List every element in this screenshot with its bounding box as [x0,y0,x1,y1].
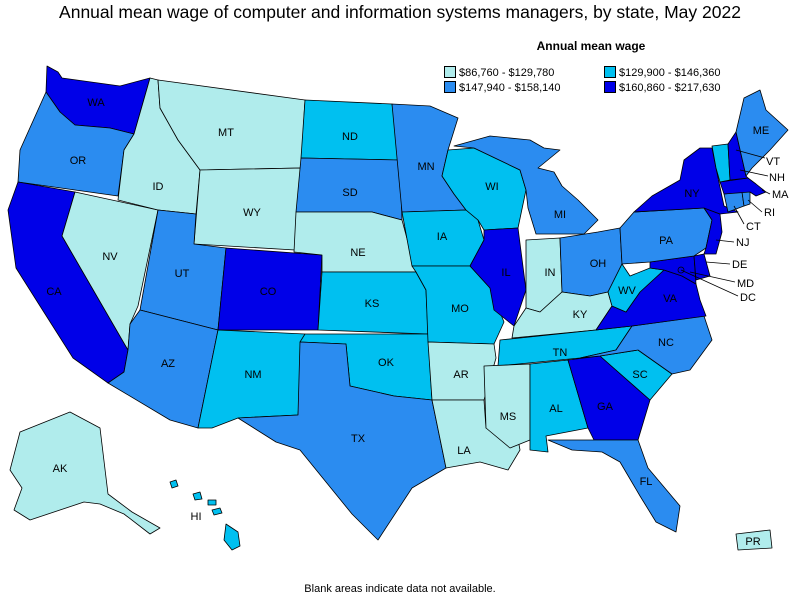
map-title: Annual mean wage of computer and informa… [59,2,741,22]
state-FL[interactable] [547,439,681,533]
leader-line [689,271,736,283]
legend-label: $129,900 - $146,360 [619,67,721,79]
label-AK: AK [53,463,68,475]
leader-line [739,169,769,177]
state-MA[interactable] [719,177,767,197]
legend-swatch [444,66,456,78]
label-UT: UT [175,268,190,280]
label-ID: ID [153,181,164,193]
leader-line [715,239,735,243]
legend-swatch [604,66,616,78]
state-CT[interactable] [723,191,745,213]
state-HI[interactable] [169,479,241,551]
legend-label: $147,940 - $158,140 [459,82,561,94]
label-NJ: NJ [736,237,749,249]
label-PA: PA [659,235,674,247]
label-IA: IA [437,231,448,243]
state-NJ[interactable] [703,207,723,255]
label-CO: CO [260,286,277,298]
state-ME[interactable] [735,89,789,177]
label-DC: DC [740,292,756,304]
label-ME: ME [753,125,770,137]
label-NM: NM [244,369,261,381]
state-MI[interactable] [453,135,599,235]
label-WA: WA [87,97,105,109]
label-HI: HI [191,511,202,523]
label-OH: OH [590,258,607,270]
label-AL: AL [549,403,562,415]
label-DE: DE [732,259,747,271]
leader-line [735,149,766,159]
legend-item: $129,900 - $146,360 [604,66,721,80]
footnote: Blank areas indicate data not available. [304,583,496,595]
legend-title: Annual mean wage [536,39,646,53]
label-OR: OR [70,155,87,167]
label-SD: SD [342,187,357,199]
label-WI: WI [485,181,498,193]
legend-item: $160,860 - $217,630 [604,81,721,95]
label-MO: MO [451,303,469,315]
label-NY: NY [684,188,700,200]
legend: $86,760 - $129,780 $129,900 - $146,360 $… [444,66,784,98]
label-IL: IL [501,267,510,279]
label-ND: ND [342,131,358,143]
leader-line [705,261,731,265]
legend-swatch [444,81,456,93]
label-TN: TN [553,347,568,359]
state-NC[interactable] [579,315,713,375]
legend-swatch [604,81,616,93]
label-WV: WV [618,285,636,297]
label-VT: VT [766,156,780,168]
label-OK: OK [378,357,395,369]
label-AZ: AZ [161,358,175,370]
state-ND[interactable] [300,99,401,161]
label-KY: KY [573,309,588,321]
leader-line [733,205,745,225]
state-VT[interactable] [711,143,731,183]
legend-label: $160,860 - $217,630 [619,82,721,94]
label-MS: MS [500,411,517,423]
label-MA: MA [772,189,789,201]
label-IN: IN [545,267,556,279]
state-MS[interactable] [483,363,531,449]
label-CA: CA [46,286,62,298]
label-LA: LA [457,445,471,457]
label-NV: NV [102,251,118,263]
leader-line [680,269,739,297]
label-VA: VA [663,293,678,305]
label-NE: NE [350,247,365,259]
legend-item: $147,940 - $158,140 [444,81,561,95]
state-IL[interactable] [469,227,527,327]
state-LA[interactable] [431,399,521,471]
label-NH: NH [769,172,785,184]
label-SC: SC [632,369,647,381]
state-PR[interactable] [735,529,773,551]
state-NH[interactable] [727,131,749,181]
label-RI: RI [764,207,775,219]
label-MI: MI [554,209,566,221]
label-PR: PR [745,536,760,548]
state-TX[interactable] [237,341,447,541]
leader-line [747,199,763,213]
legend-label: $86,760 - $129,780 [459,67,555,79]
label-MN: MN [417,161,434,173]
legend-item: $86,760 - $129,780 [444,66,554,80]
label-TX: TX [351,433,366,445]
label-MT: MT [218,127,234,139]
label-GA: GA [597,401,614,413]
label-FL: FL [640,476,653,488]
leader-line [761,189,771,195]
label-WY: WY [243,207,261,219]
state-AK[interactable] [9,411,161,535]
label-CT: CT [746,221,761,233]
label-NC: NC [658,337,674,349]
label-KS: KS [365,298,380,310]
label-AR: AR [453,369,468,381]
label-MD: MD [737,278,754,290]
